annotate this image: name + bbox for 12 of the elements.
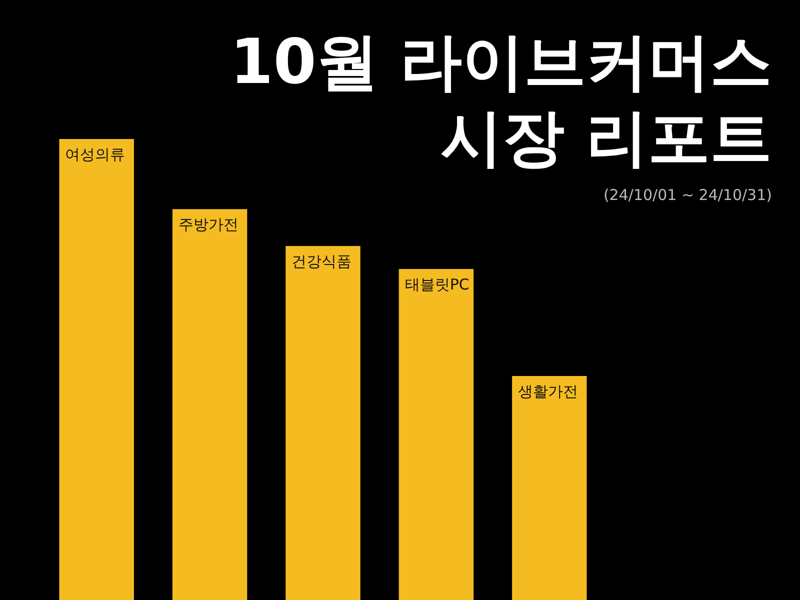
x-tick-label: 주방가전: [178, 215, 238, 234]
bar: [172, 209, 248, 600]
chart-title: 10월 라이브커머스 시장 리포트: [229, 24, 772, 176]
x-tick-label: 생활가전: [518, 382, 578, 400]
x-tick-label: 건강식품: [292, 252, 352, 270]
bar: [59, 139, 134, 600]
text: (24/10/01 ~ 24/10/31): [603, 186, 772, 204]
bar: [512, 376, 587, 600]
x-tick-label: 태블릿PC: [404, 275, 470, 294]
bar: [398, 269, 474, 600]
bar: [286, 246, 360, 600]
x-tick-label: 여성의류: [65, 145, 126, 164]
